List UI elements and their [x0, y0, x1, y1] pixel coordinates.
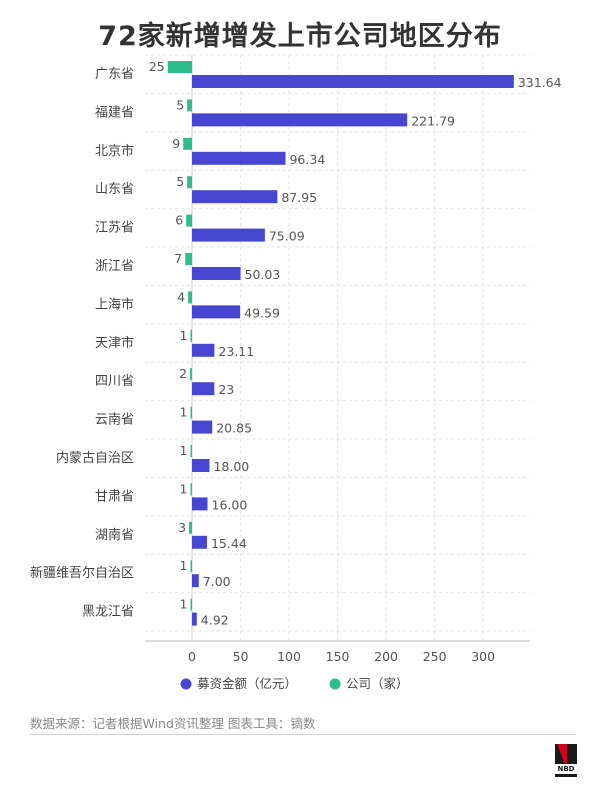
source-note: 数据来源：记者根据Wind资讯整理 图表工具：镝数: [30, 716, 316, 731]
chart-title: 72家新增增发上市公司地区分布: [98, 21, 502, 52]
company-count-bar: [186, 214, 192, 227]
company-count-bar: [190, 483, 192, 496]
funding-amount-bar: [192, 267, 241, 280]
company-count-label: 1: [180, 558, 188, 573]
company-count-bar: [190, 329, 192, 342]
x-tick-label: 100: [277, 649, 301, 664]
funding-amount-label: 96.34: [289, 152, 325, 167]
company-count-bar: [187, 99, 192, 112]
funding-amount-bar: [192, 151, 286, 165]
funding-amount-bar: [192, 113, 408, 127]
company-count-label: 5: [176, 174, 184, 189]
nbd-logo: NBD: [555, 744, 577, 777]
company-count-bar: [188, 291, 192, 304]
category-label: 江苏省: [95, 220, 134, 236]
category-label: 黑龙江省: [82, 605, 134, 620]
funding-amount-bar: [192, 305, 241, 319]
company-count-bar: [185, 253, 192, 265]
legend-label-companies: 公司（家）: [346, 676, 409, 691]
funding-amount-bar: [192, 574, 199, 588]
funding-amount-bar: [192, 497, 208, 511]
legend-marker-funding: [180, 678, 192, 690]
company-count-bar: [183, 137, 192, 150]
category-label: 北京市: [95, 143, 134, 159]
company-count-label: 3: [178, 520, 186, 535]
x-tick-label: 200: [374, 649, 398, 664]
funding-amount-label: 15.44: [211, 536, 247, 551]
company-count-label: 2: [179, 366, 187, 381]
company-count-label: 1: [180, 328, 188, 343]
company-count-bar: [190, 598, 192, 611]
category-label: 福建省: [95, 105, 134, 120]
funding-amount-label: 23: [218, 382, 234, 397]
category-label: 新疆维吾尔自治区: [30, 565, 134, 581]
company-count-label: 1: [180, 481, 188, 496]
company-count-bar: [190, 445, 192, 457]
funding-amount-label: 16.00: [212, 497, 248, 512]
funding-amount-bar: [192, 420, 213, 434]
x-tick-label: 50: [233, 649, 249, 664]
funding-amount-label: 87.95: [281, 190, 317, 205]
x-tick-label: 150: [326, 649, 350, 664]
company-count-label: 4: [177, 289, 185, 304]
legend-marker-companies: [329, 678, 341, 690]
company-count-label: 9: [172, 136, 180, 151]
category-label: 四川省: [95, 374, 134, 389]
funding-amount-bar: [192, 459, 210, 472]
funding-amount-bar: [192, 382, 215, 396]
funding-amount-label: 221.79: [411, 113, 455, 128]
funding-amount-label: 4.92: [201, 613, 229, 628]
company-count-bar: [190, 368, 192, 381]
company-count-label: 1: [180, 443, 188, 458]
funding-amount-label: 50.03: [245, 267, 281, 282]
company-count-bar: [167, 61, 192, 73]
bar-chart: 广东省 25 331.64 福建省 5 221.79 北京市 9 96.34 山东省 5 87.95 江…: [30, 54, 562, 691]
company-count-label: 1: [180, 405, 188, 420]
company-count-bar: [189, 521, 192, 534]
category-label: 广东省: [95, 67, 134, 82]
category-label: 云南省: [95, 412, 134, 428]
funding-amount-label: 23.11: [218, 344, 254, 359]
funding-amount-bar: [192, 190, 278, 204]
company-count-bar: [187, 176, 192, 189]
funding-amount-label: 20.85: [216, 421, 252, 436]
company-count-label: 7: [174, 251, 182, 266]
x-tick-label: 300: [471, 649, 495, 664]
category-label: 上海市: [95, 296, 134, 312]
funding-amount-bar: [192, 75, 514, 88]
divider: [30, 734, 576, 735]
company-count-label: 5: [176, 97, 184, 112]
funding-amount-label: 331.64: [518, 75, 562, 90]
category-label: 天津市: [95, 335, 134, 351]
funding-amount-bar: [192, 535, 207, 549]
company-count-label: 25: [149, 59, 165, 74]
nbd-logo-mark: [555, 744, 577, 764]
funding-amount-label: 75.09: [269, 229, 305, 244]
funding-amount-label: 7.00: [203, 574, 231, 589]
category-label: 湖南省: [95, 527, 134, 543]
company-count-bar: [190, 560, 192, 573]
company-count-label: 1: [180, 597, 188, 612]
legend-label-funding: 募资金额（亿元）: [197, 676, 297, 691]
nbd-logo-text: NBD: [557, 765, 575, 773]
funding-amount-label: 49.59: [244, 305, 280, 320]
company-count-bar: [190, 406, 192, 419]
category-label: 山东省: [95, 182, 134, 197]
funding-amount-bar: [192, 612, 197, 626]
funding-amount-label: 18.00: [213, 459, 249, 474]
x-tick-label: 0: [188, 649, 196, 664]
category-label: 浙江省: [95, 259, 134, 274]
x-tick-label: 250: [423, 649, 447, 664]
company-count-label: 6: [175, 213, 183, 228]
category-label: 甘肃省: [95, 489, 134, 504]
funding-amount-bar: [192, 228, 265, 242]
funding-amount-bar: [192, 343, 215, 357]
category-label: 内蒙古自治区: [56, 450, 134, 466]
